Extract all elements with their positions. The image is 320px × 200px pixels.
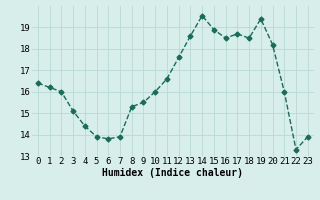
X-axis label: Humidex (Indice chaleur): Humidex (Indice chaleur) xyxy=(102,168,243,178)
